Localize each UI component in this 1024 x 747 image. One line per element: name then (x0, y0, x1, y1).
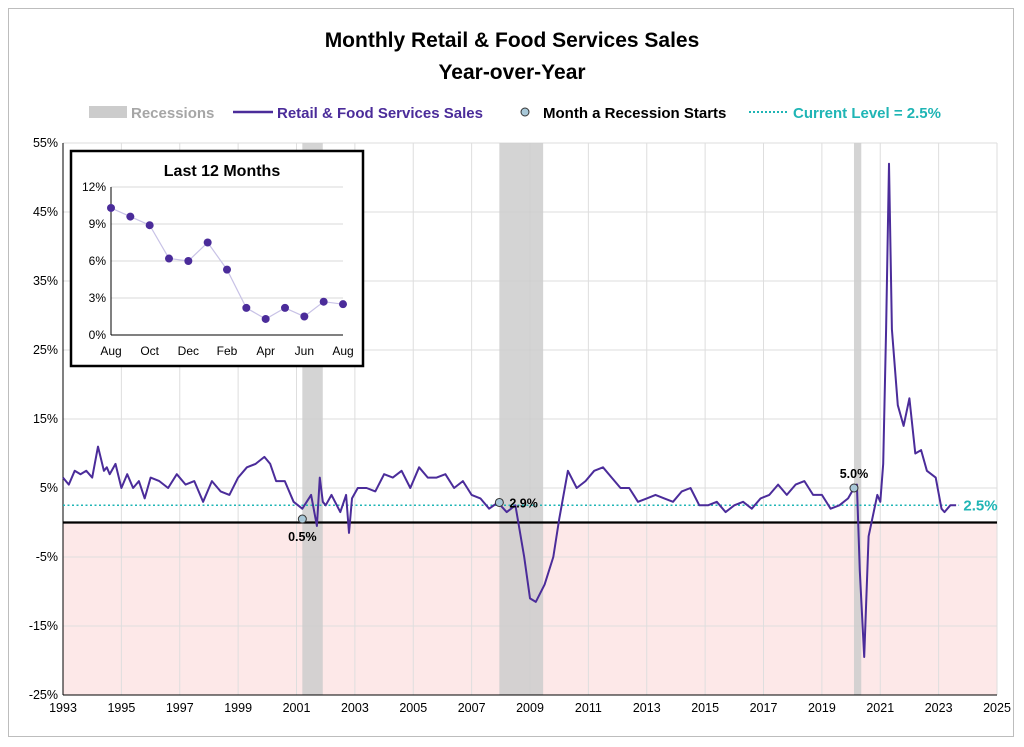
x-tick-label: 2007 (458, 701, 486, 715)
inset-y-tick-label: 6% (89, 254, 107, 268)
axes-layer: 55% 45% 35% 25% 15% 5% -5% -15% -25%1993 1995 1997… (29, 136, 1011, 715)
inset-chart: Last 12 Months 12% 9% 6% 3% 0% Aug Oct Dec Feb Ap… (69, 149, 365, 368)
x-tick-label: 2015 (691, 701, 719, 715)
legend: Recessions Retail & Food Services Sales … (89, 105, 941, 122)
recession-start-marker (494, 497, 504, 507)
x-tick-label: 2017 (750, 701, 778, 715)
recession-start-label: 2.9% (509, 496, 538, 510)
y-tick-label: 45% (33, 205, 58, 219)
inset-title: Last 12 Months (164, 163, 281, 180)
y-tick-label: 55% (33, 136, 58, 150)
inset-point (300, 312, 309, 321)
x-tick-label: 2011 (575, 701, 602, 715)
x-tick-label: 1997 (166, 701, 194, 715)
x-tick-label: 1995 (107, 701, 135, 715)
inset-y-tick-label: 3% (89, 291, 107, 305)
x-tick-label: 2009 (516, 701, 544, 715)
inset-y-tick-label: 12% (82, 180, 106, 194)
y-tick-label: 35% (33, 274, 58, 288)
chart-frame: Monthly Retail & Food Services Sales Yea… (8, 8, 1014, 737)
inset-point (242, 303, 251, 312)
inset-y-tick-label: 9% (89, 217, 107, 231)
x-tick-label: 1999 (224, 701, 252, 715)
recession-start-marker (849, 483, 859, 493)
legend-series-label: Retail & Food Services Sales (277, 105, 483, 122)
x-tick-label: 2025 (983, 701, 1011, 715)
inset-x-tick-label: Apr (256, 344, 275, 358)
inset-point (165, 254, 173, 263)
y-tick-label: 25% (33, 343, 58, 357)
chart-svg: Monthly Retail & Food Services Sales Yea… (29, 29, 1011, 715)
inset-point (339, 300, 347, 309)
x-tick-label: 2021 (866, 701, 894, 715)
legend-recessions-swatch (89, 106, 127, 118)
inset-x-tick-label: Aug (332, 344, 353, 358)
inset-x-tick-label: Aug (100, 344, 121, 358)
inset-point (145, 221, 154, 230)
x-tick-label: 2013 (633, 701, 661, 715)
recession-start-label: 0.5% (288, 530, 317, 544)
chart-title: Monthly Retail & Food Services Sales (325, 29, 700, 52)
inset-x-tick-label: Oct (140, 344, 159, 358)
recession-start-label: 5.0% (840, 467, 869, 481)
inset-point (203, 238, 212, 247)
legend-current-level-label: Current Level = 2.5% (793, 105, 941, 122)
inset-point (223, 265, 231, 274)
inset-y-tick-label: 0% (89, 328, 107, 342)
y-tick-label: -5% (36, 550, 58, 564)
y-tick-label: -15% (29, 619, 58, 633)
current-level-label: 2.5% (963, 497, 997, 514)
y-tick-label: 5% (40, 481, 58, 495)
inset-point (319, 297, 328, 306)
x-tick-label: 2019 (808, 701, 836, 715)
legend-recession-start-marker (520, 107, 530, 117)
inset-point (184, 257, 193, 265)
inset-point (261, 314, 270, 323)
recession-band (499, 143, 544, 695)
inset-point (107, 203, 115, 212)
chart-subtitle: Year-over-Year (438, 61, 585, 84)
x-tick-label: 2001 (283, 701, 311, 715)
x-tick-label: 2003 (341, 701, 369, 715)
inset-x-tick-label: Dec (178, 344, 199, 358)
legend-recessions-label: Recessions (131, 105, 214, 122)
x-tick-label: 1993 (49, 701, 77, 715)
recession-start-marker (297, 514, 307, 524)
x-tick-label: 2005 (399, 701, 427, 715)
x-tick-label: 2023 (925, 701, 953, 715)
recession-band (853, 143, 862, 695)
recession-start-layer: 0.5% 2.9% 5.0% (288, 467, 868, 544)
inset-point (126, 212, 135, 221)
y-tick-label: 15% (33, 412, 58, 426)
legend-recession-start-label: Month a Recession Starts (543, 105, 726, 122)
y-tick-label: -25% (29, 688, 58, 702)
inset-x-tick-label: Feb (217, 344, 238, 358)
inset-x-tick-label: Jun (295, 344, 314, 358)
inset-frame (69, 149, 365, 368)
inset-point (281, 303, 289, 312)
